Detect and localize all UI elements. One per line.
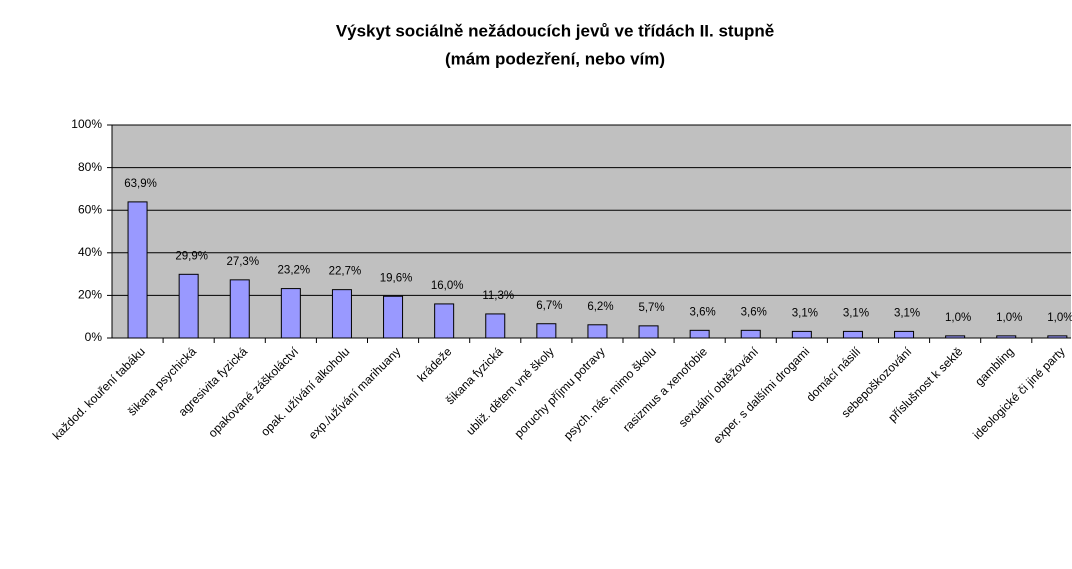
plot-area [112,125,1071,338]
x-tick-label: opakované záškoláctví [205,344,301,440]
x-tick-label: ubliž. dětem vně školy [463,344,556,437]
bar [383,295,404,339]
value-label: 22,7% [329,266,362,278]
bar [689,329,710,339]
x-tick-label: exper. s dalšími drogami [710,344,812,446]
x-tick-label: ideologické či jiné party [970,344,1068,442]
bar [638,325,659,339]
bar [894,330,915,339]
x-tick-label: rasizmus a xenofobie [620,344,710,434]
bar [331,289,352,339]
value-label: 5,7% [638,302,664,314]
chart-title: Výskyt sociálně nežádoucích jevů ve tříd… [336,21,774,40]
y-tick-label: 40% [78,245,102,259]
bar [842,330,863,339]
value-label: 1,0% [1047,312,1072,324]
value-label: 3,6% [741,306,767,318]
value-label: 3,6% [690,306,716,318]
x-tick-label: psych. nás. mimo školu [561,344,659,442]
value-label: 63,9% [124,178,157,190]
value-label: 6,7% [536,300,562,312]
y-tick-label: 100% [71,117,102,131]
x-tick-label: poruchy příjmu potravy [512,344,608,440]
value-label: 6,2% [587,301,613,313]
value-label: 19,6% [380,272,413,284]
value-label: 11,3% [482,290,514,302]
x-tick-label: každod. kouření tabáku [50,344,148,442]
bar [434,303,455,339]
bar [178,273,199,339]
chart-subtitle: (mám podezření, nebo vím) [445,49,665,68]
bar [587,324,608,339]
y-tick-label: 60% [78,202,102,216]
value-label: 16,0% [431,280,464,292]
value-label: 3,1% [894,307,920,319]
value-label: 23,2% [278,265,311,277]
value-label: 1,0% [945,312,971,324]
bar [740,329,761,339]
value-label: 3,1% [792,307,818,319]
value-label: 3,1% [843,307,869,319]
x-tick-label: opak. užívání alkoholu [258,344,352,438]
bar [127,201,148,339]
x-tick-label: exp./užívání marihuany [306,344,404,442]
x-tick-label: gambling [972,344,1016,388]
value-label: 27,3% [226,256,259,268]
x-tick-label: krádeže [414,344,454,384]
bar [536,323,557,339]
bar [791,330,812,339]
value-label: 29,9% [175,250,208,262]
bar [485,313,506,339]
value-label: 1,0% [996,312,1022,324]
bar [229,279,250,339]
y-tick-label: 0% [85,330,103,344]
y-tick-label: 80% [78,160,102,174]
y-tick-label: 20% [78,288,102,302]
bar [280,288,301,339]
